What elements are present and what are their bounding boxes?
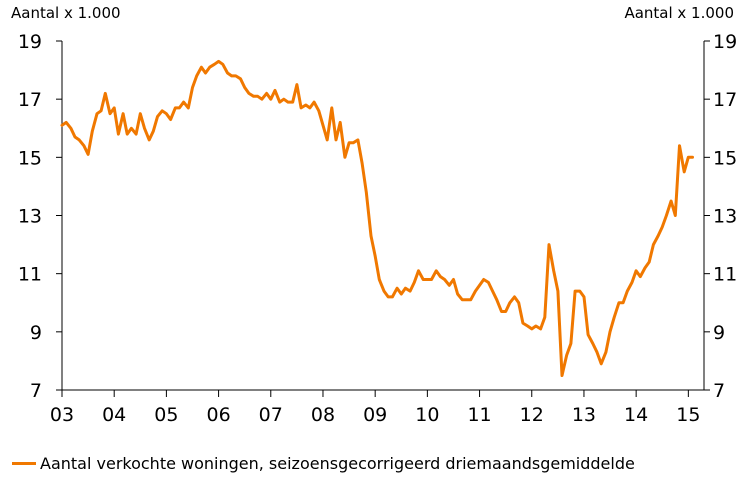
y-tick-label-left: 7 bbox=[30, 380, 42, 402]
y-tick-label-right: 15 bbox=[713, 147, 737, 169]
y-tick-label-right: 7 bbox=[713, 380, 725, 402]
x-tick-label: 03 bbox=[50, 404, 74, 426]
x-tick-label: 07 bbox=[259, 404, 283, 426]
left-axis-unit-label: Aantal x 1.000 bbox=[11, 4, 121, 22]
x-tick-label: 13 bbox=[572, 404, 596, 426]
x-tick-label: 15 bbox=[676, 404, 700, 426]
x-tick-label: 04 bbox=[102, 404, 126, 426]
y-tick-label-right: 17 bbox=[713, 89, 737, 111]
x-tick-label: 14 bbox=[624, 404, 648, 426]
y-tick-label-left: 13 bbox=[18, 206, 42, 228]
y-tick-label-right: 9 bbox=[713, 322, 725, 344]
legend-label: Aantal verkochte woningen, seizoensgecor… bbox=[40, 453, 635, 473]
x-tick-label: 06 bbox=[206, 404, 230, 426]
x-tick-label: 11 bbox=[467, 404, 491, 426]
x-tick-label: 10 bbox=[415, 404, 439, 426]
x-tick-label: 08 bbox=[311, 404, 335, 426]
y-tick-label-left: 19 bbox=[18, 31, 42, 53]
x-tick-label: 09 bbox=[363, 404, 387, 426]
y-tick-label-right: 19 bbox=[713, 31, 737, 53]
legend-swatch bbox=[12, 461, 36, 465]
y-tick-label-right: 11 bbox=[713, 264, 737, 286]
x-tick-label: 05 bbox=[154, 404, 178, 426]
right-axis-unit-label: Aantal x 1.000 bbox=[624, 4, 734, 22]
series-line bbox=[60, 59, 694, 377]
legend: Aantal verkochte woningen, seizoensgecor… bbox=[12, 452, 635, 474]
y-tick-label-right: 13 bbox=[713, 206, 737, 228]
y-tick-label-left: 17 bbox=[18, 89, 42, 111]
y-tick-label-left: 11 bbox=[18, 264, 42, 286]
x-tick-label: 12 bbox=[520, 404, 544, 426]
y-tick-label-left: 9 bbox=[30, 322, 42, 344]
y-tick-label-left: 15 bbox=[18, 147, 42, 169]
